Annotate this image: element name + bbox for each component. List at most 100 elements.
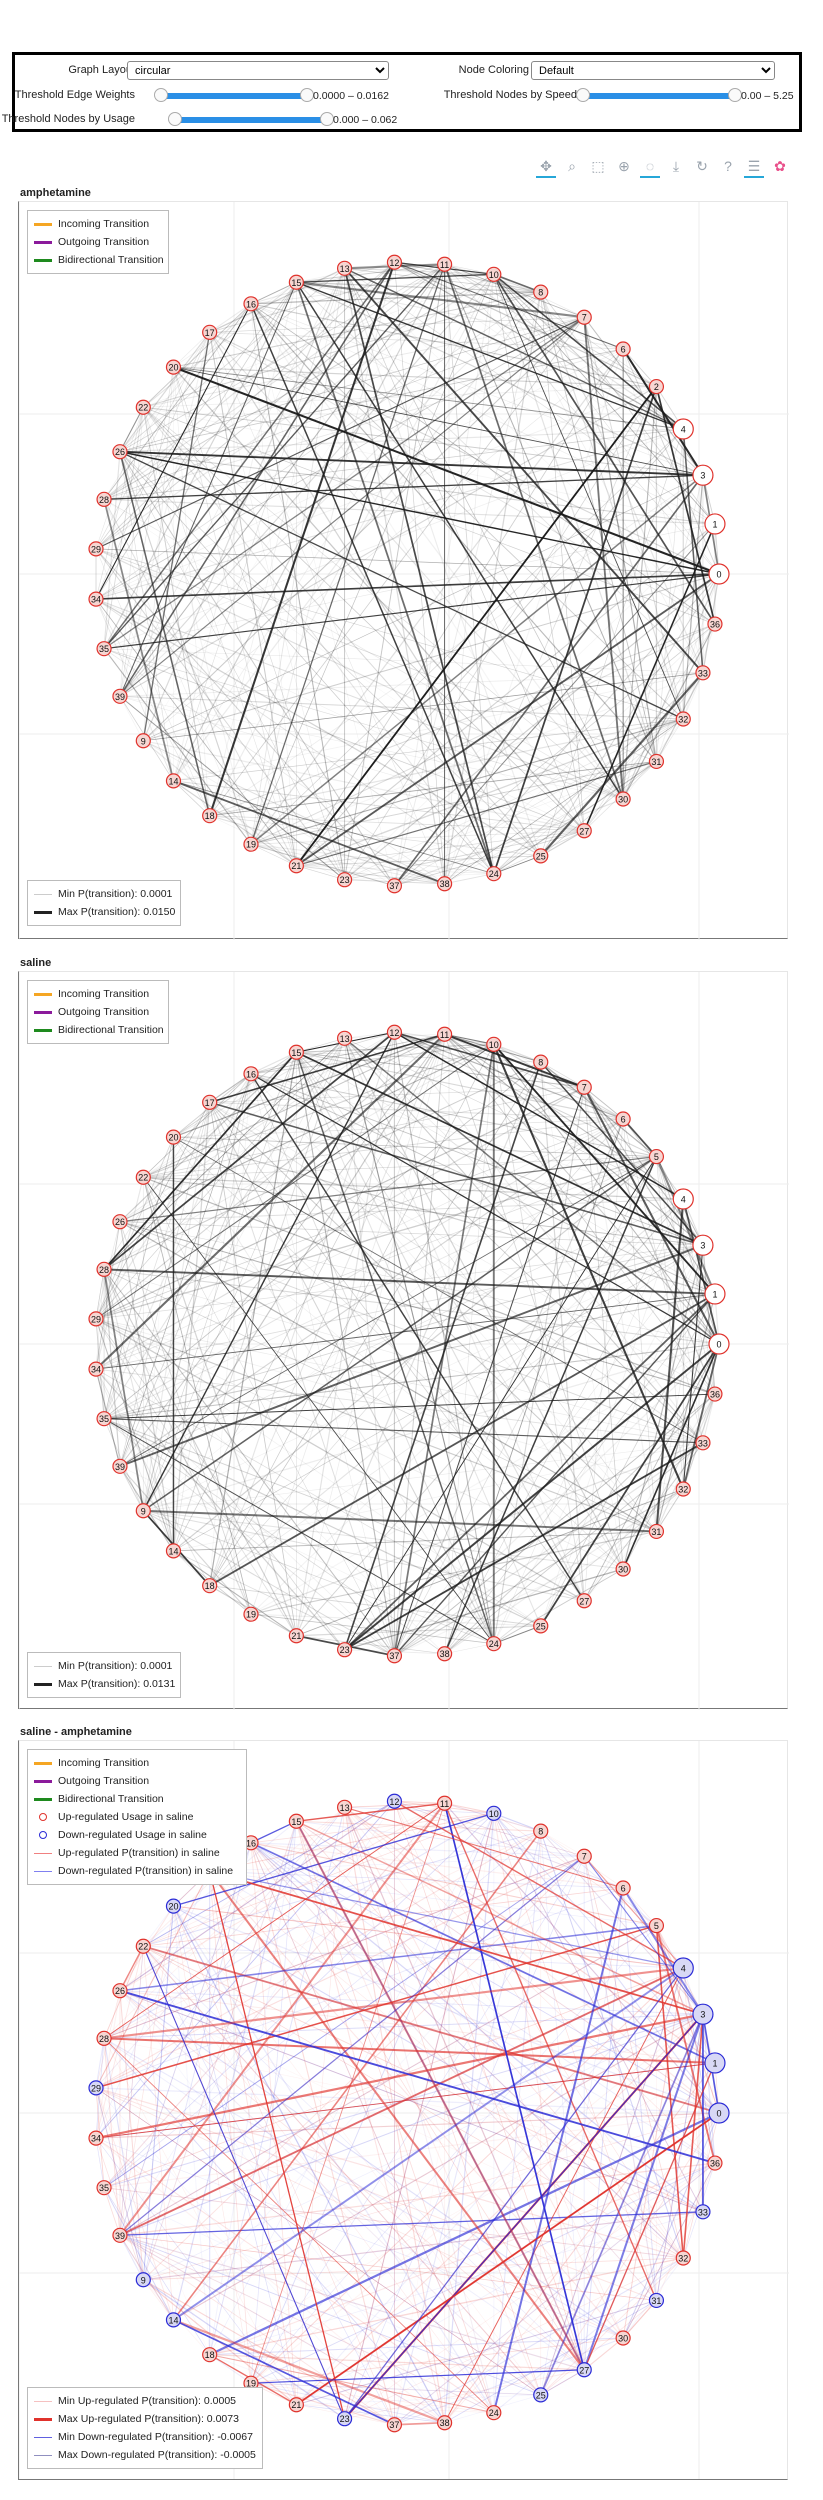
edge[interactable] [656, 428, 684, 762]
node-circle[interactable] [615, 1561, 631, 1577]
edge[interactable] [119, 451, 542, 857]
graph-node[interactable]: 30 [615, 1561, 631, 1577]
edge[interactable] [143, 474, 704, 741]
edge-strong[interactable] [103, 1418, 495, 1645]
edge[interactable] [250, 303, 716, 625]
edge[interactable] [622, 386, 657, 800]
graph-node[interactable]: 14 [165, 773, 182, 789]
edge-strong[interactable] [344, 1156, 657, 1650]
graph-node[interactable]: 0 [708, 563, 730, 585]
graph-node[interactable]: 12 [386, 254, 403, 270]
node-circle[interactable] [648, 1917, 665, 1934]
node-circle[interactable] [243, 836, 259, 852]
edge[interactable] [103, 2187, 541, 2396]
edge-strong[interactable] [208, 261, 396, 817]
node-circle[interactable] [576, 1079, 592, 1095]
edge[interactable] [95, 1807, 345, 2139]
edge-strong[interactable] [296, 1802, 445, 1822]
edge[interactable] [119, 428, 684, 453]
edge[interactable] [583, 1856, 684, 2259]
edge[interactable] [296, 2162, 716, 2406]
node-circle[interactable] [576, 2362, 592, 2378]
edge[interactable] [296, 1625, 541, 1637]
edge[interactable] [344, 1806, 720, 2114]
edge[interactable] [119, 1990, 704, 2213]
edge[interactable] [344, 761, 657, 880]
edge[interactable] [173, 780, 494, 875]
edge-strong[interactable] [682, 428, 704, 673]
edge[interactable] [622, 2300, 657, 2339]
graph-node[interactable]: 11 [437, 256, 453, 272]
edge[interactable] [209, 2211, 704, 2355]
graph-node[interactable]: 34 [88, 2130, 104, 2146]
edge[interactable] [173, 1118, 624, 1138]
edge[interactable] [250, 303, 297, 866]
edge-strong[interactable] [119, 282, 297, 697]
edge[interactable] [344, 1807, 716, 2164]
graph-node[interactable]: 15 [288, 274, 304, 290]
node-circle[interactable] [695, 665, 711, 681]
edge[interactable] [250, 303, 704, 476]
edge[interactable] [393, 292, 542, 886]
edge[interactable] [95, 598, 585, 832]
edge-strong[interactable] [492, 1043, 685, 1490]
edge[interactable] [119, 263, 446, 697]
edge[interactable] [119, 1466, 144, 1511]
edge[interactable] [119, 331, 211, 453]
graph-node[interactable]: 1 [704, 513, 726, 535]
edge[interactable] [95, 2137, 445, 2424]
edge-strong[interactable] [540, 1061, 704, 1246]
edge[interactable] [95, 1136, 174, 1320]
graph-node[interactable]: 0 [708, 1333, 730, 1355]
edge[interactable] [119, 1073, 252, 1467]
edge[interactable] [119, 2162, 716, 2236]
graph-node[interactable]: 13 [336, 260, 353, 276]
node-circle[interactable] [533, 1823, 549, 1839]
graph-node[interactable]: 27 [576, 2362, 592, 2378]
graph-node[interactable]: 32 [675, 711, 691, 727]
edge[interactable] [296, 348, 624, 866]
node-circle[interactable] [243, 1606, 259, 1622]
edge[interactable] [95, 273, 495, 550]
edge[interactable] [103, 1061, 541, 1270]
node-circle[interactable] [135, 1169, 151, 1185]
hover-tool-icon[interactable]: ☰ [744, 156, 764, 178]
edge[interactable] [103, 1855, 585, 2039]
edge[interactable] [296, 263, 445, 283]
edge-strong[interactable] [344, 1037, 720, 1345]
edge-strong[interactable] [394, 261, 624, 350]
edge[interactable] [95, 1102, 210, 1320]
edge[interactable] [296, 865, 445, 885]
edge[interactable] [119, 2234, 395, 2426]
node-circle[interactable] [88, 591, 104, 607]
edge[interactable] [142, 1102, 211, 1511]
edge[interactable] [103, 303, 252, 500]
node-circle[interactable] [437, 2415, 453, 2431]
edge[interactable] [295, 1032, 396, 1636]
edge[interactable] [103, 1043, 495, 1270]
edge[interactable] [493, 1568, 624, 1645]
edge[interactable] [95, 1269, 105, 1319]
edge[interactable] [172, 291, 542, 782]
edge[interactable] [143, 291, 541, 408]
node-circle[interactable] [88, 2130, 104, 2146]
bokeh-logo-icon[interactable]: ✿ [774, 158, 786, 174]
edge[interactable] [344, 1807, 684, 2259]
edge[interactable] [394, 523, 716, 887]
node-circle[interactable] [165, 359, 182, 375]
edge[interactable] [250, 1073, 657, 1532]
edge[interactable] [250, 303, 657, 762]
edge[interactable] [173, 1136, 657, 1158]
edge[interactable] [119, 263, 445, 453]
node-circle[interactable] [288, 2397, 304, 2413]
edge[interactable] [95, 1871, 210, 2089]
edge[interactable] [250, 2013, 704, 2384]
edge[interactable] [493, 273, 704, 476]
node-circle[interactable] [692, 464, 714, 486]
edge[interactable] [142, 1033, 446, 1512]
edge[interactable] [119, 273, 495, 697]
graph-node[interactable]: 38 [437, 2415, 453, 2431]
edge[interactable] [119, 1118, 624, 1467]
edge[interactable] [103, 1269, 252, 1615]
edge[interactable] [119, 1052, 297, 1467]
